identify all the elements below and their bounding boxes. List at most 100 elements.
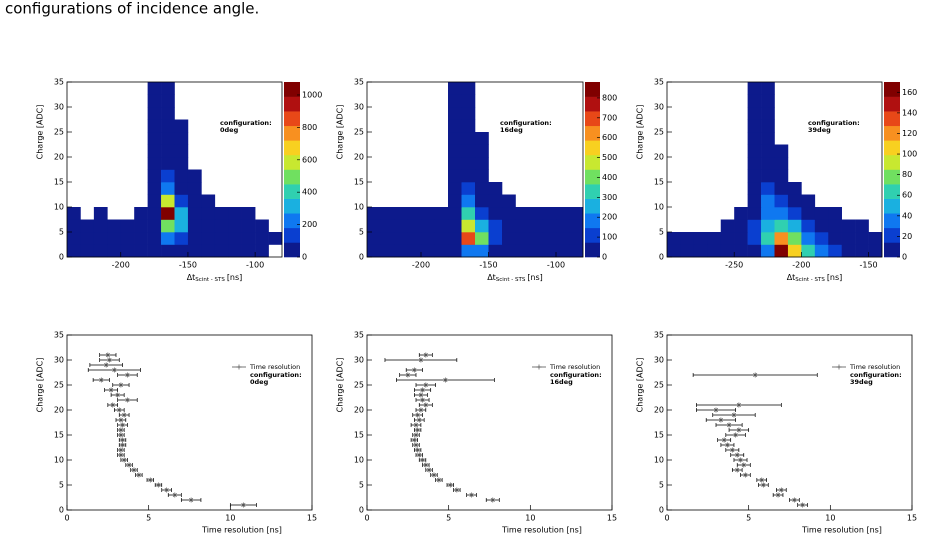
heatmap-cell — [67, 232, 81, 245]
heatmap-cell — [448, 107, 462, 120]
heatmap-cell — [747, 132, 762, 145]
heatmap-cell — [161, 182, 175, 195]
plot-frame — [66, 334, 313, 511]
colorbar-segment — [884, 198, 900, 214]
x-label-unit: [ns] — [527, 273, 542, 282]
x-axis-label: ΔtScint - STS [ns] — [487, 273, 543, 283]
y-tick-label: 25 — [54, 128, 64, 137]
heatmap-cell — [747, 219, 762, 233]
y-tick-label: 35 — [54, 78, 64, 87]
colorbar-tick-label: 600 — [302, 155, 317, 164]
heatmap-cell — [161, 219, 175, 233]
colorbar-tick-label: 0 — [302, 253, 307, 262]
heatmap-cell — [120, 219, 135, 233]
x-tick-label: -100 — [246, 261, 264, 270]
heatmap-cell — [761, 244, 775, 258]
colorbar-tick-label: 100 — [602, 233, 617, 242]
marker — [415, 412, 421, 418]
heatmap-cell — [448, 219, 462, 233]
marker — [118, 452, 124, 458]
heatmap-cell — [475, 132, 489, 145]
heatmap-cell — [529, 232, 543, 245]
y-tick-label: 5 — [659, 481, 664, 490]
colorbar-segment — [284, 111, 300, 127]
y-tick-label: 25 — [54, 381, 64, 390]
heatmap-cell — [147, 132, 162, 145]
heatmap-cell — [707, 244, 722, 258]
y-tick-label: 15 — [54, 178, 64, 187]
heatmap-cell — [67, 219, 81, 233]
heatmap-cell — [228, 244, 242, 258]
heatmap-cell — [421, 207, 435, 220]
plot-frame — [366, 81, 584, 258]
marker — [416, 452, 422, 458]
heatmap-cell — [147, 107, 162, 120]
heatmap-cell — [421, 219, 435, 233]
y-tick-label: 5 — [59, 481, 64, 490]
heatmap-cell — [814, 244, 829, 258]
heatmap-cell — [720, 244, 735, 258]
heatmap-cell — [434, 232, 449, 245]
heatmap-cell — [394, 244, 408, 258]
heatmap-cell — [380, 232, 395, 245]
marker — [431, 472, 437, 478]
marker — [490, 497, 496, 503]
heatmap-cell — [461, 157, 476, 170]
heatmap-cell — [134, 219, 148, 233]
heatmap-cell — [434, 219, 449, 233]
heatmap-cell — [569, 207, 584, 220]
colorbar-tick-label: 200 — [602, 213, 617, 222]
heatmap-cell — [461, 232, 476, 245]
heatmap-cell — [774, 244, 789, 258]
heatmap-cell — [147, 169, 162, 183]
heatmap-cell — [448, 82, 462, 95]
marker — [738, 457, 743, 463]
colorbar-tick-label: 60 — [902, 191, 912, 200]
heatmap-cell — [380, 207, 395, 220]
colorbar-segment — [884, 125, 900, 141]
heatmap-cell — [502, 207, 516, 220]
heatmap-cell — [720, 232, 735, 245]
heatmap-cell — [201, 244, 216, 258]
heatmap-cell — [761, 144, 775, 158]
heatmap-cell — [787, 232, 802, 245]
marker — [118, 447, 124, 453]
x-label-sub: Scint - STS — [195, 277, 225, 283]
heatmap-cell — [761, 82, 775, 95]
heatmap-cell — [529, 207, 543, 220]
colorbar-tick-label: 0 — [902, 253, 907, 262]
y-tick-label: 30 — [654, 103, 664, 112]
heatmap-cell — [448, 157, 462, 170]
heatmap-cell — [774, 219, 789, 233]
marker — [442, 377, 448, 383]
heatmap-cell — [448, 144, 462, 158]
colorbar-tick-label: 200 — [302, 220, 317, 229]
heatmap-cell — [569, 244, 584, 258]
heatmap-cell — [214, 244, 229, 258]
heatmap-cell — [174, 232, 189, 245]
marker — [713, 407, 719, 413]
x-label-sub: Scint - STS — [496, 277, 526, 283]
heatmap-cell — [228, 207, 242, 220]
heatmap-cell — [161, 194, 175, 208]
caption: configurations of incidence angle. — [5, 0, 259, 18]
heatmap-cell — [761, 182, 775, 195]
heatmap-cell — [761, 107, 775, 120]
heatmap-cell — [761, 194, 775, 208]
heatmap-cell — [201, 207, 216, 220]
marker — [188, 497, 194, 503]
colorbar-segment — [585, 96, 600, 112]
heatmap-cell — [707, 232, 722, 245]
y-tick-label: 10 — [54, 456, 64, 465]
heatmap-cell — [214, 207, 229, 220]
marker — [800, 502, 806, 508]
y-tick-label: 15 — [354, 431, 364, 440]
colorbar-segment — [284, 96, 300, 112]
heatmap-cell — [448, 207, 462, 220]
colorbar-segment — [284, 169, 300, 185]
colorbar-segment — [585, 227, 600, 243]
heatmap-cell — [801, 194, 816, 208]
annotation: configuration: — [808, 119, 860, 127]
colorbar-segment — [585, 154, 600, 170]
heatmap-cell — [134, 244, 148, 258]
